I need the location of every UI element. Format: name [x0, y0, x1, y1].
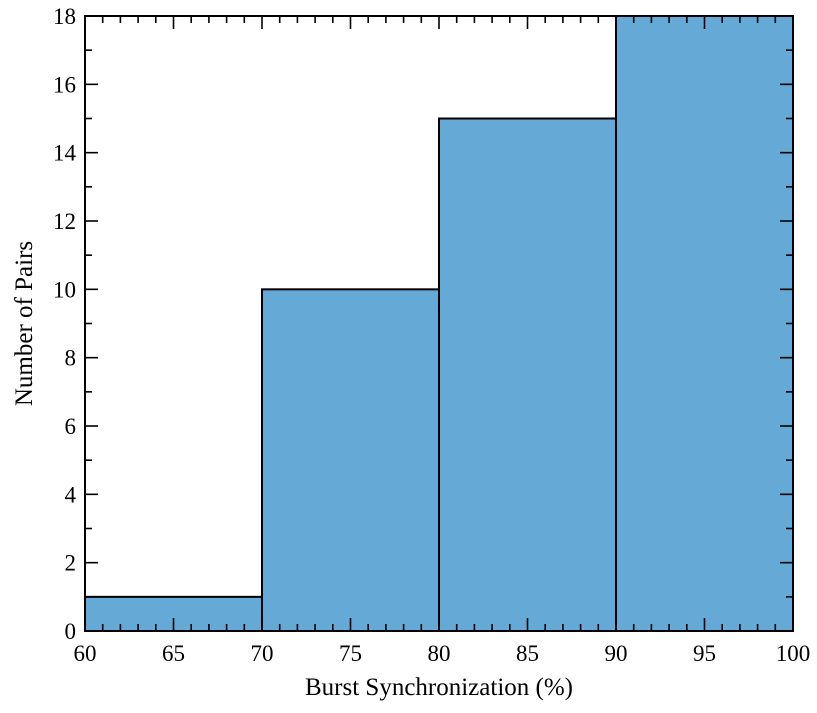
y-tick-label: 12	[53, 209, 76, 234]
x-tick-label: 90	[605, 641, 628, 666]
histogram-bar-1	[261, 288, 440, 632]
plot-frame	[84, 15, 794, 632]
x-axis-label: Burst Synchronization (%)	[305, 674, 573, 701]
y-tick-labels: 0 2 4 6 8 10 12 14 16 18	[53, 4, 77, 644]
y-tick-label: 14	[53, 141, 77, 166]
y-tick-label: 8	[65, 346, 77, 371]
y-tick-label: 10	[53, 277, 76, 302]
x-tick-label: 95	[693, 641, 716, 666]
x-tick-label: 60	[74, 641, 97, 666]
x-tick-label: 80	[428, 641, 451, 666]
y-tick-label: 2	[65, 551, 77, 576]
y-tick-label: 18	[53, 4, 76, 29]
x-tick-label: 75	[339, 641, 362, 666]
histogram-bar-2	[438, 117, 617, 632]
x-tick-labels: 60 65 70 75 80 85 90 95 100	[74, 641, 811, 666]
x-tick-label: 100	[776, 641, 811, 666]
y-tick-label: 16	[53, 72, 76, 97]
x-tick-label: 85	[516, 641, 539, 666]
x-tick-label: 65	[162, 641, 185, 666]
y-tick-label: 6	[65, 414, 77, 439]
bars-group	[84, 15, 794, 632]
y-tick-label: 4	[65, 482, 77, 507]
x-tick-label: 70	[251, 641, 274, 666]
histogram-bar-3	[615, 15, 794, 632]
y-axis-label: Number of Pairs	[11, 241, 38, 406]
y-tick-label: 0	[65, 619, 77, 644]
